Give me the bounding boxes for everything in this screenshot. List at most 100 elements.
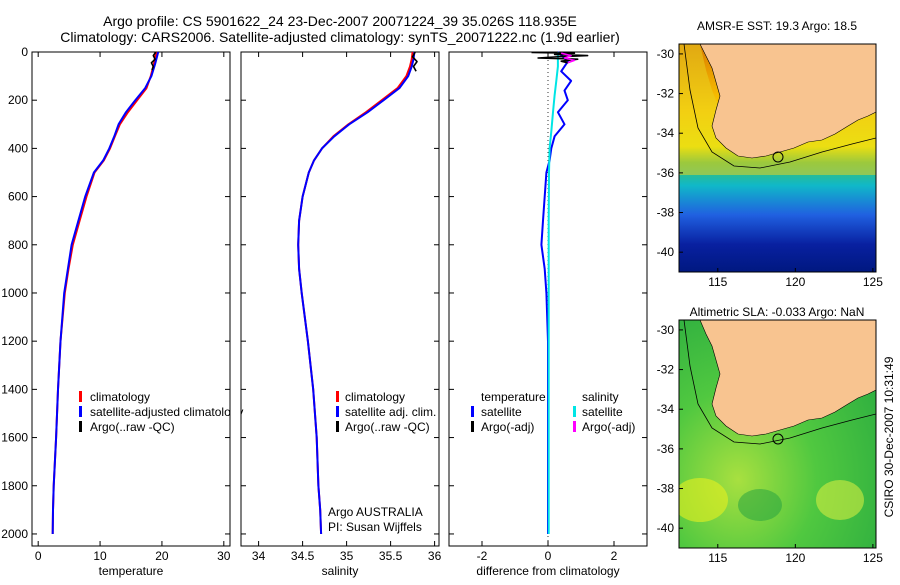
- y-tick-label: 1800: [1, 479, 28, 493]
- legend-argo: Argo(..raw -QC): [90, 420, 175, 434]
- salinity-xlabel: salinity: [322, 564, 359, 578]
- legend-temp-argo: Argo(-adj): [481, 420, 534, 434]
- y-tick-label: 400: [8, 141, 28, 155]
- sla-land: [690, 320, 876, 437]
- x-tick-label: 10: [93, 549, 107, 563]
- sla-high-anomaly: [679, 478, 728, 522]
- sla-isobath: [683, 320, 876, 445]
- legend-swatch-temp-argo: [471, 421, 474, 432]
- x-tick-label: 36: [428, 549, 442, 563]
- legend-swatch-sal-argo: [573, 421, 576, 432]
- x-tick-label: -2: [477, 549, 488, 563]
- map-y-tick-label: -32: [657, 87, 675, 101]
- x-tick-label: 2: [611, 549, 618, 563]
- y-tick-label: 0: [21, 45, 28, 59]
- y-tick-label: 800: [8, 238, 28, 252]
- difference-legend: temperature satellite Argo(-adj) salinit…: [471, 390, 635, 434]
- legend-swatch-argo: [79, 421, 82, 432]
- series-line-satellite-adj-clim-: [297, 51, 416, 535]
- salinity-legend: climatology satellite adj. clim. Argo(..…: [336, 390, 436, 434]
- y-tick-label: 1000: [1, 286, 28, 300]
- series-line-salinity-satellite: [547, 52, 559, 534]
- series-line-argo-raw-qc-: [411, 51, 418, 72]
- x-tick-label: 0: [545, 549, 552, 563]
- legend-argo: Argo(..raw -QC): [345, 420, 430, 434]
- sst-map: [679, 44, 876, 272]
- temperature-plot: 0 10 20 30 0 200 400 600 800 1000 1200 1400 1600 1800…: [1, 45, 231, 563]
- legend-sal-argo: Argo(-adj): [582, 420, 635, 434]
- legend-swatch-satellite: [336, 406, 339, 417]
- legend-swatch-climatology: [336, 391, 339, 402]
- pi-label: PI: Susan Wijffels: [328, 520, 422, 534]
- map-y-tick-label: -36: [657, 166, 675, 180]
- x-tick-label: 35.5: [379, 549, 403, 563]
- sla-low-anomaly: [738, 489, 782, 521]
- map-y-tick-label: -30: [657, 323, 675, 337]
- legend-swatch-climatology: [79, 391, 82, 402]
- y-tick-label: 1400: [1, 382, 28, 396]
- map-y-tick-label: -38: [657, 206, 675, 220]
- legend-climatology: climatology: [345, 390, 405, 404]
- legend-swatch-temp-satellite: [471, 406, 474, 417]
- legend-satellite-adj: satellite adj. clim.: [345, 405, 436, 419]
- map-x-tick-label: 115: [708, 275, 727, 289]
- difference-plot: -2 0 2: [449, 51, 647, 563]
- side-stamp: CSIRO 30-Dec-2007 10:31:49: [882, 356, 896, 517]
- x-tick-label: 34.5: [291, 549, 315, 563]
- sst-map-title: AMSR-E SST: 19.3 Argo: 18.5: [697, 19, 857, 33]
- sla-float-marker: [772, 433, 784, 445]
- sst-isobath: [683, 44, 876, 169]
- x-tick-label: 0: [35, 549, 42, 563]
- legend-swatch-argo: [336, 421, 339, 432]
- x-tick-label: 34: [252, 549, 266, 563]
- sst-float-marker: [772, 151, 784, 163]
- sla-map-frame: [678, 319, 877, 549]
- y-tick-label: 600: [8, 190, 28, 204]
- legend-salinity-title: salinity: [582, 390, 619, 404]
- map-x-tick-label: 115: [708, 551, 727, 565]
- map-ticks: 115 120 125 -30 -32 -34 -36 -38 -40 115 120 125 -30 -…: [657, 47, 884, 565]
- series-line-salinity-argo-adj-: [561, 52, 576, 64]
- series-line-temperature-argo-adj-: [531, 51, 589, 64]
- map-x-tick-label: 125: [863, 275, 883, 289]
- y-tick-label: 200: [8, 93, 28, 107]
- sla-map: [679, 320, 876, 548]
- x-tick-label: 30: [217, 549, 231, 563]
- temperature-axes: [31, 51, 231, 547]
- legend-sal-satellite: satellite: [582, 405, 623, 419]
- series-line-satellite-adjusted-climatology: [51, 51, 160, 535]
- legend-swatch-satellite: [79, 406, 82, 417]
- temperature-xlabel: temperature: [99, 564, 164, 578]
- legend-temperature-title: temperature: [481, 390, 546, 404]
- legend-swatch-sal-satellite: [573, 406, 576, 417]
- map-y-tick-label: -40: [657, 245, 675, 259]
- header-line-1: Argo profile: CS 5901622_24 23-Dec-2007 …: [103, 13, 577, 29]
- sla-map-title: Altimetric SLA: -0.033 Argo: NaN: [690, 305, 865, 319]
- map-y-tick-label: -32: [657, 363, 675, 377]
- map-y-tick-label: -34: [657, 126, 675, 140]
- legend-climatology: climatology: [90, 390, 150, 404]
- salinity-plot: 34 34.5 35 35.5 36: [241, 51, 442, 563]
- map-x-tick-label: 125: [863, 551, 883, 565]
- map-y-tick-label: -38: [657, 482, 675, 496]
- program-label: Argo AUSTRALIA: [328, 505, 423, 519]
- map-y-tick-label: -30: [657, 47, 675, 61]
- temperature-legend: climatology satellite-adjusted climatolo…: [79, 390, 243, 434]
- legend-temp-satellite: satellite: [481, 405, 522, 419]
- map-x-tick-label: 120: [785, 551, 805, 565]
- difference-xlabel: difference from climatology: [476, 564, 619, 578]
- legend-satellite-adjusted: satellite-adjusted climatology: [90, 405, 243, 419]
- header-line-2: Climatology: CARS2006. Satellite-adjuste…: [60, 29, 620, 45]
- sst-map-frame: [678, 43, 877, 273]
- map-y-tick-label: -40: [657, 521, 675, 535]
- y-tick-label: 1200: [1, 334, 28, 348]
- x-tick-label: 35: [340, 549, 354, 563]
- sla-high-anomaly: [816, 480, 864, 520]
- y-tick-label: 2000: [1, 527, 28, 541]
- salinity-axes: [240, 51, 440, 547]
- map-x-tick-label: 120: [785, 275, 805, 289]
- series-line-argo-raw-qc-: [150, 51, 157, 71]
- y-tick-label: 1600: [1, 431, 28, 445]
- map-y-tick-label: -36: [657, 442, 675, 456]
